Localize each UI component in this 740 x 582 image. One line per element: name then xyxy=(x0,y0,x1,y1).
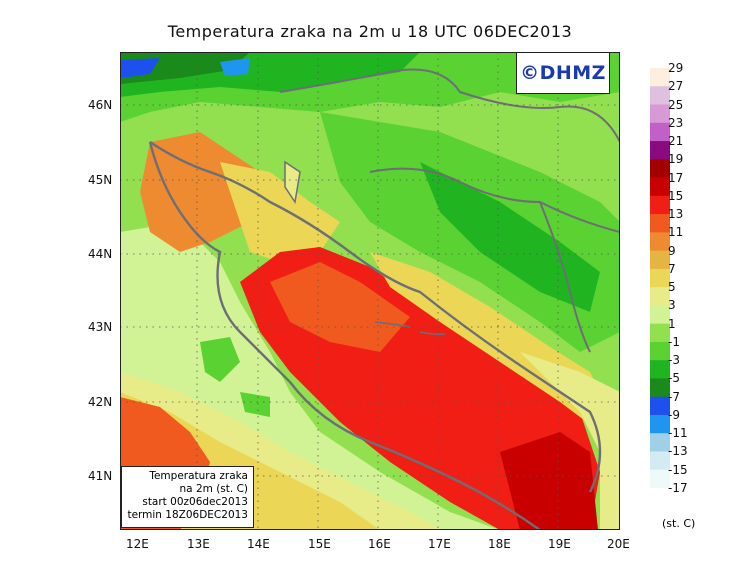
colorbar-swatch xyxy=(650,104,670,124)
colorbar-swatch xyxy=(650,250,670,270)
lat-lon-grid xyxy=(120,52,620,530)
colorbar-label: 11 xyxy=(668,225,684,240)
lat-tick-43n: 43N xyxy=(88,320,113,334)
colorbar-swatch xyxy=(650,469,670,488)
colorbar-swatch xyxy=(650,305,670,325)
colorbar-label: 23 xyxy=(668,115,684,130)
colorbar-label: -11 xyxy=(668,426,688,441)
colorbar-label: -3 xyxy=(668,353,680,368)
colorbar-label: 9 xyxy=(668,243,676,258)
info-line-units: na 2m (st. C) xyxy=(179,483,248,495)
colorbar-swatch xyxy=(650,122,670,142)
info-line-title: Temperatura zraka xyxy=(149,470,248,482)
coastline-east xyxy=(149,141,602,493)
colorbar-label: 1 xyxy=(668,316,676,331)
colorbar-label: 21 xyxy=(668,134,684,149)
coastline-west xyxy=(148,141,541,530)
colorbar-label: 17 xyxy=(668,170,684,185)
info-line-start: start 00z06dec2013 xyxy=(142,496,248,508)
lon-tick-13e: 13E xyxy=(187,537,210,551)
lon-tick-18e: 18E xyxy=(488,537,511,551)
colorbar-label: -7 xyxy=(668,389,680,404)
border-bih-serbia xyxy=(539,201,591,353)
colorbar-swatch xyxy=(650,159,670,179)
colorbar-label: 29 xyxy=(668,61,684,75)
colorbar-swatch xyxy=(650,414,670,434)
colorbar-swatch xyxy=(650,195,670,215)
temperature-map xyxy=(120,52,620,530)
border-croatia-bih xyxy=(369,167,620,233)
lat-tick-42n: 42N xyxy=(88,395,113,409)
colorbar-swatch xyxy=(650,214,670,233)
lon-tick-17e: 17E xyxy=(428,537,451,551)
lon-tick-20e: 20E xyxy=(607,537,630,551)
lat-tick-45n: 45N xyxy=(88,173,113,187)
temperature-colorbar xyxy=(650,68,670,488)
colorbar-label: 5 xyxy=(668,280,676,295)
colorbar-swatch xyxy=(650,177,670,197)
colorbar-swatch xyxy=(650,68,670,87)
lon-tick-16e: 16E xyxy=(368,537,391,551)
colorbar-swatch xyxy=(650,268,670,288)
lon-tick-19e: 19E xyxy=(548,537,571,551)
colorbar-label: 13 xyxy=(668,207,684,222)
colorbar-label: 15 xyxy=(668,188,684,203)
colorbar-label: -1 xyxy=(668,334,680,349)
lon-tick-15e: 15E xyxy=(308,537,331,551)
copyright-box: ©DHMZ xyxy=(516,52,610,94)
colorbar-swatch xyxy=(650,141,670,160)
lat-tick-44n: 44N xyxy=(88,247,113,261)
info-box: Temperatura zraka na 2m (st. C) start 00… xyxy=(121,466,254,528)
colorbar-label: 25 xyxy=(668,97,684,112)
colorbar-label: -17 xyxy=(668,481,688,495)
colorbar-label: -9 xyxy=(668,407,680,422)
colorbar-swatch xyxy=(650,433,670,452)
colorbar-label: -5 xyxy=(668,371,680,386)
map-frame xyxy=(120,52,620,530)
border-north xyxy=(279,68,620,143)
lon-tick-14e: 14E xyxy=(247,537,270,551)
colorbar-swatch xyxy=(650,341,670,361)
colorbar-swatch xyxy=(650,451,670,471)
colorbar-label: 27 xyxy=(668,79,684,94)
colorbar-units: (st. C) xyxy=(662,517,696,530)
colorbar-label: 3 xyxy=(668,298,676,313)
lon-tick-12e: 12E xyxy=(126,537,149,551)
colorbar-label: -15 xyxy=(668,462,688,477)
info-line-termin: termin 18Z06DEC2013 xyxy=(127,509,248,521)
colorbar-swatch xyxy=(650,378,670,398)
colorbar-label: -13 xyxy=(668,444,688,459)
colorbar-swatch xyxy=(650,396,670,416)
colorbar-swatch xyxy=(650,323,670,343)
colorbar-swatch xyxy=(650,232,670,252)
colorbar-label: 19 xyxy=(668,152,684,167)
colorbar-swatch xyxy=(650,360,670,379)
colorbar-swatch xyxy=(650,86,670,106)
lat-tick-41n: 41N xyxy=(88,469,113,483)
lat-tick-46n: 46N xyxy=(88,98,113,112)
colorbar-label: 7 xyxy=(668,261,676,276)
colorbar-swatch xyxy=(650,287,670,306)
map-title: Temperatura zraka na 2m u 18 UTC 06DEC20… xyxy=(167,22,573,41)
